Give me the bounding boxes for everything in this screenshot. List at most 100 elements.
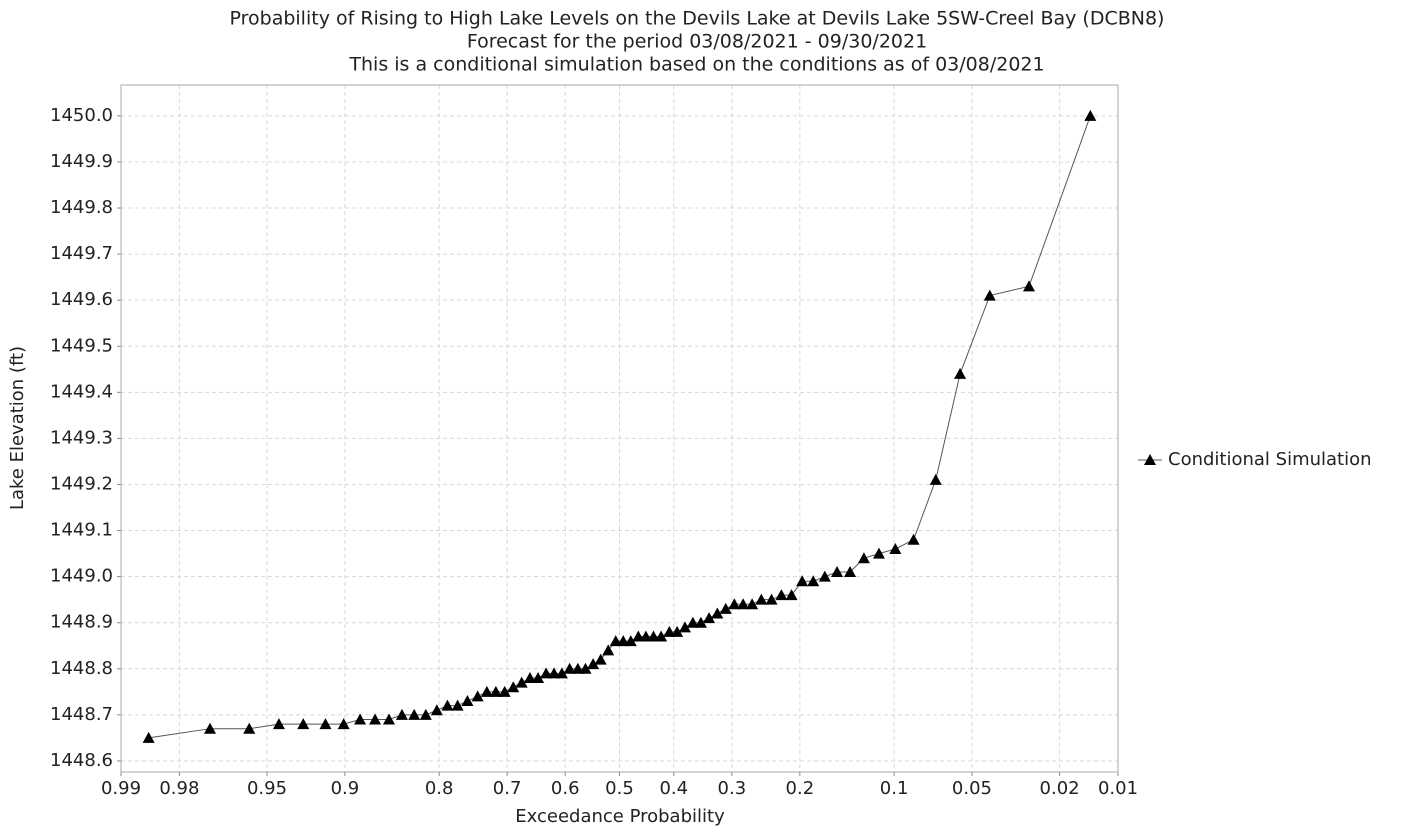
point-marker [711,607,724,619]
x-tick-label: 0.95 [247,778,287,799]
y-tick-label: 1449.8 [50,197,113,218]
point-marker [639,630,652,642]
point-marker [555,667,568,679]
point-marker [523,672,536,684]
y-tick-label: 1448.8 [50,658,113,679]
point-marker [480,685,493,697]
point-marker [587,658,600,670]
point-marker [617,635,630,647]
point-marker [686,616,699,628]
x-tick-label: 0.5 [605,778,634,799]
point-marker [746,598,759,610]
point-marker [243,722,256,734]
y-tick-label: 1448.6 [50,750,113,771]
point-marker [272,718,285,730]
point-marker [703,612,716,624]
x-tick-label: 0.8 [425,778,454,799]
point-marker [498,685,511,697]
y-tick-label: 1448.7 [50,704,113,725]
plot-frame [120,84,1119,773]
point-marker [430,704,443,716]
point-marker [737,598,750,610]
point-marker [515,676,528,688]
point-marker [907,533,920,545]
x-axis-label: Exceedance Probability [515,806,725,827]
chart-subtitle: This is a conditional simulation based o… [348,54,1044,76]
point-marker [548,667,561,679]
point-marker [142,731,155,743]
x-tick-label: 0.9 [331,778,360,799]
point-marker [719,602,732,614]
y-tick-label: 1449.5 [50,335,113,356]
point-marker [831,566,844,578]
point-marker [632,630,645,642]
point-marker [983,289,996,301]
legend-label: Conditional Simulation [1168,449,1372,470]
point-marker [796,575,809,587]
point-marker [594,653,607,665]
point-marker [728,598,741,610]
x-tick-label: 0.99 [101,778,141,799]
x-tick-label: 0.05 [952,778,992,799]
point-marker [818,570,831,582]
point-marker [889,542,902,554]
point-marker [540,667,553,679]
point-marker [337,718,350,730]
y-tick-label: 1449.1 [50,520,113,541]
point-marker [872,547,885,559]
x-tick-label: 0.98 [159,778,199,799]
point-marker [354,713,367,725]
chart-subtitle: Forecast for the period 03/08/2021 - 09/… [467,31,927,53]
chart-title: Probability of Rising to High Lake Level… [230,8,1165,30]
point-marker [507,681,520,693]
x-tick-label: 0.3 [718,778,747,799]
point-marker [319,718,332,730]
y-tick-label: 1449.3 [50,427,113,448]
point-marker [563,662,576,674]
point-marker [807,575,820,587]
point-marker [647,630,660,642]
point-marker [408,708,421,720]
y-tick-label: 1449.9 [50,151,113,172]
y-tick-label: 1448.9 [50,612,113,633]
point-marker [1084,109,1097,121]
series-line [148,115,1091,739]
point-marker [663,625,676,637]
point-marker [471,690,484,702]
point-marker [579,662,592,674]
x-tick-label: 0.7 [493,778,522,799]
point-marker [441,699,454,711]
y-axis-label: Lake Elevation (ft) [7,346,28,510]
point-marker [775,589,788,601]
point-marker [382,713,395,725]
point-marker [694,616,707,628]
point-marker [1023,280,1036,292]
point-marker [655,630,668,642]
point-marker [369,713,382,725]
point-marker [203,722,216,734]
x-tick-label: 0.2 [786,778,815,799]
point-marker [671,625,684,637]
point-marker [755,593,768,605]
x-tick-label: 0.6 [551,778,580,799]
point-marker [395,708,408,720]
point-marker [765,593,778,605]
point-marker [571,662,584,674]
point-marker [451,699,464,711]
x-tick-label: 0.1 [880,778,909,799]
point-marker [419,708,432,720]
point-marker [954,367,967,379]
y-tick-label: 1449.6 [50,289,113,310]
point-marker [844,566,857,578]
point-marker [489,685,502,697]
y-tick-label: 1449.0 [50,566,113,587]
point-marker [785,589,798,601]
point-marker [609,635,622,647]
point-marker [678,621,691,633]
point-marker [532,672,545,684]
y-tick-label: 1449.4 [50,381,113,402]
y-tick-label: 1449.7 [50,243,113,264]
point-marker [602,644,615,656]
point-marker [857,552,870,564]
y-tick-label: 1450.0 [50,105,113,126]
